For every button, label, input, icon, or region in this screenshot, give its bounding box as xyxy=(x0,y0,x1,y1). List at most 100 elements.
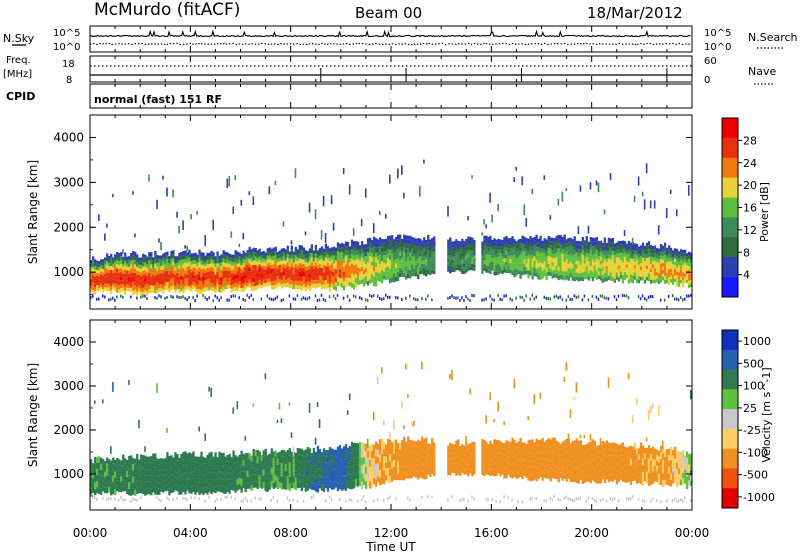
velocity-cell xyxy=(601,447,604,454)
power-cell xyxy=(358,253,362,257)
power-cell xyxy=(142,291,145,297)
velocity-cell xyxy=(254,468,257,475)
power-cell xyxy=(162,261,165,266)
power-cell xyxy=(653,253,657,257)
power-cell xyxy=(667,245,671,250)
power-cell xyxy=(210,266,213,271)
beam-title: Beam 00 xyxy=(355,4,422,22)
velocity-cell xyxy=(415,465,418,472)
velocity-cell xyxy=(216,485,219,492)
power-noise xyxy=(549,297,552,301)
velocity-cell xyxy=(535,445,538,453)
power-cell xyxy=(118,285,121,290)
velocity-noise xyxy=(485,497,487,501)
velocity-cell xyxy=(274,456,277,463)
velocity-cell xyxy=(541,452,544,460)
power-cell xyxy=(238,256,241,260)
velocity-cell xyxy=(202,482,205,489)
power-cell xyxy=(92,282,95,287)
power-cell xyxy=(589,266,592,271)
power-cell xyxy=(563,248,566,253)
velocity-cell xyxy=(192,471,195,479)
power-cell xyxy=(384,275,388,280)
power-cell xyxy=(455,239,458,243)
velocity-cell xyxy=(110,489,113,496)
power-cell xyxy=(266,271,269,275)
power-cell xyxy=(206,268,209,272)
power-cell xyxy=(395,259,398,264)
velocity-cell xyxy=(230,457,233,463)
velocity-cell xyxy=(433,470,436,477)
power-cell xyxy=(156,289,159,294)
velocity-cell xyxy=(98,468,101,476)
power-cell xyxy=(138,285,141,289)
velocity-cell xyxy=(561,474,564,481)
power-cell xyxy=(334,256,338,261)
power-cell xyxy=(685,256,689,260)
velocity-cell xyxy=(104,471,107,478)
power-cell xyxy=(284,276,287,280)
power-cell xyxy=(407,273,410,279)
power-cell xyxy=(328,274,332,279)
power-cell xyxy=(260,251,263,256)
power-cell xyxy=(162,257,165,262)
velocity-cell xyxy=(252,468,255,475)
velocity-cell xyxy=(144,468,147,476)
power-cell xyxy=(553,238,556,243)
velocity-cell xyxy=(268,471,271,478)
power-cell xyxy=(393,260,396,266)
velocity-cell xyxy=(112,475,115,482)
velocity-cell xyxy=(429,449,432,455)
velocity-cell xyxy=(168,469,171,476)
power-cell xyxy=(106,272,109,277)
power-cell xyxy=(214,256,217,260)
power-cell xyxy=(272,247,275,252)
power-cell xyxy=(553,249,556,254)
velocity-cell xyxy=(128,475,131,483)
velocity-cell xyxy=(330,482,334,490)
power-cell xyxy=(433,259,436,263)
power-cell xyxy=(92,256,95,261)
power-cell xyxy=(513,243,516,247)
power-cell xyxy=(178,280,181,285)
velocity-cell xyxy=(172,480,175,487)
power-cell xyxy=(567,242,570,247)
velocity-cell xyxy=(372,458,376,465)
power-cell xyxy=(122,273,125,278)
velocity-cell xyxy=(114,477,117,484)
velocity-cell xyxy=(152,459,155,467)
velocity-cell xyxy=(130,455,133,463)
power-cell xyxy=(617,269,621,274)
power-cell xyxy=(132,277,135,282)
power-cell xyxy=(124,282,127,287)
power-noise xyxy=(685,294,688,298)
power-cell xyxy=(90,263,93,267)
velocity-cell xyxy=(360,449,364,458)
velocity-cell xyxy=(368,459,372,468)
power-cell xyxy=(90,288,93,292)
power-cell xyxy=(651,246,655,250)
power-cell xyxy=(591,250,594,256)
velocity-cell xyxy=(553,471,556,479)
power-cell xyxy=(447,242,450,246)
power-cell xyxy=(507,241,510,246)
velocity-cell xyxy=(447,470,450,476)
velocity-cell xyxy=(160,486,163,492)
velocity-cell xyxy=(224,487,227,494)
power-cell xyxy=(388,273,392,279)
velocity-cell xyxy=(455,464,458,470)
velocity-cell xyxy=(304,449,308,457)
velocity-scatter xyxy=(166,427,168,433)
power-cell xyxy=(515,265,518,269)
velocity-cell xyxy=(184,487,187,495)
power-cell xyxy=(202,264,205,269)
velocity-cell xyxy=(557,468,560,476)
power-cell xyxy=(224,281,227,286)
power-cell xyxy=(230,281,233,286)
velocity-cell xyxy=(94,463,97,470)
power-cell xyxy=(645,250,649,255)
velocity-cell xyxy=(467,465,470,471)
velocity-cell xyxy=(180,480,183,488)
velocity-noise xyxy=(110,497,112,501)
velocity-cell xyxy=(485,458,488,464)
